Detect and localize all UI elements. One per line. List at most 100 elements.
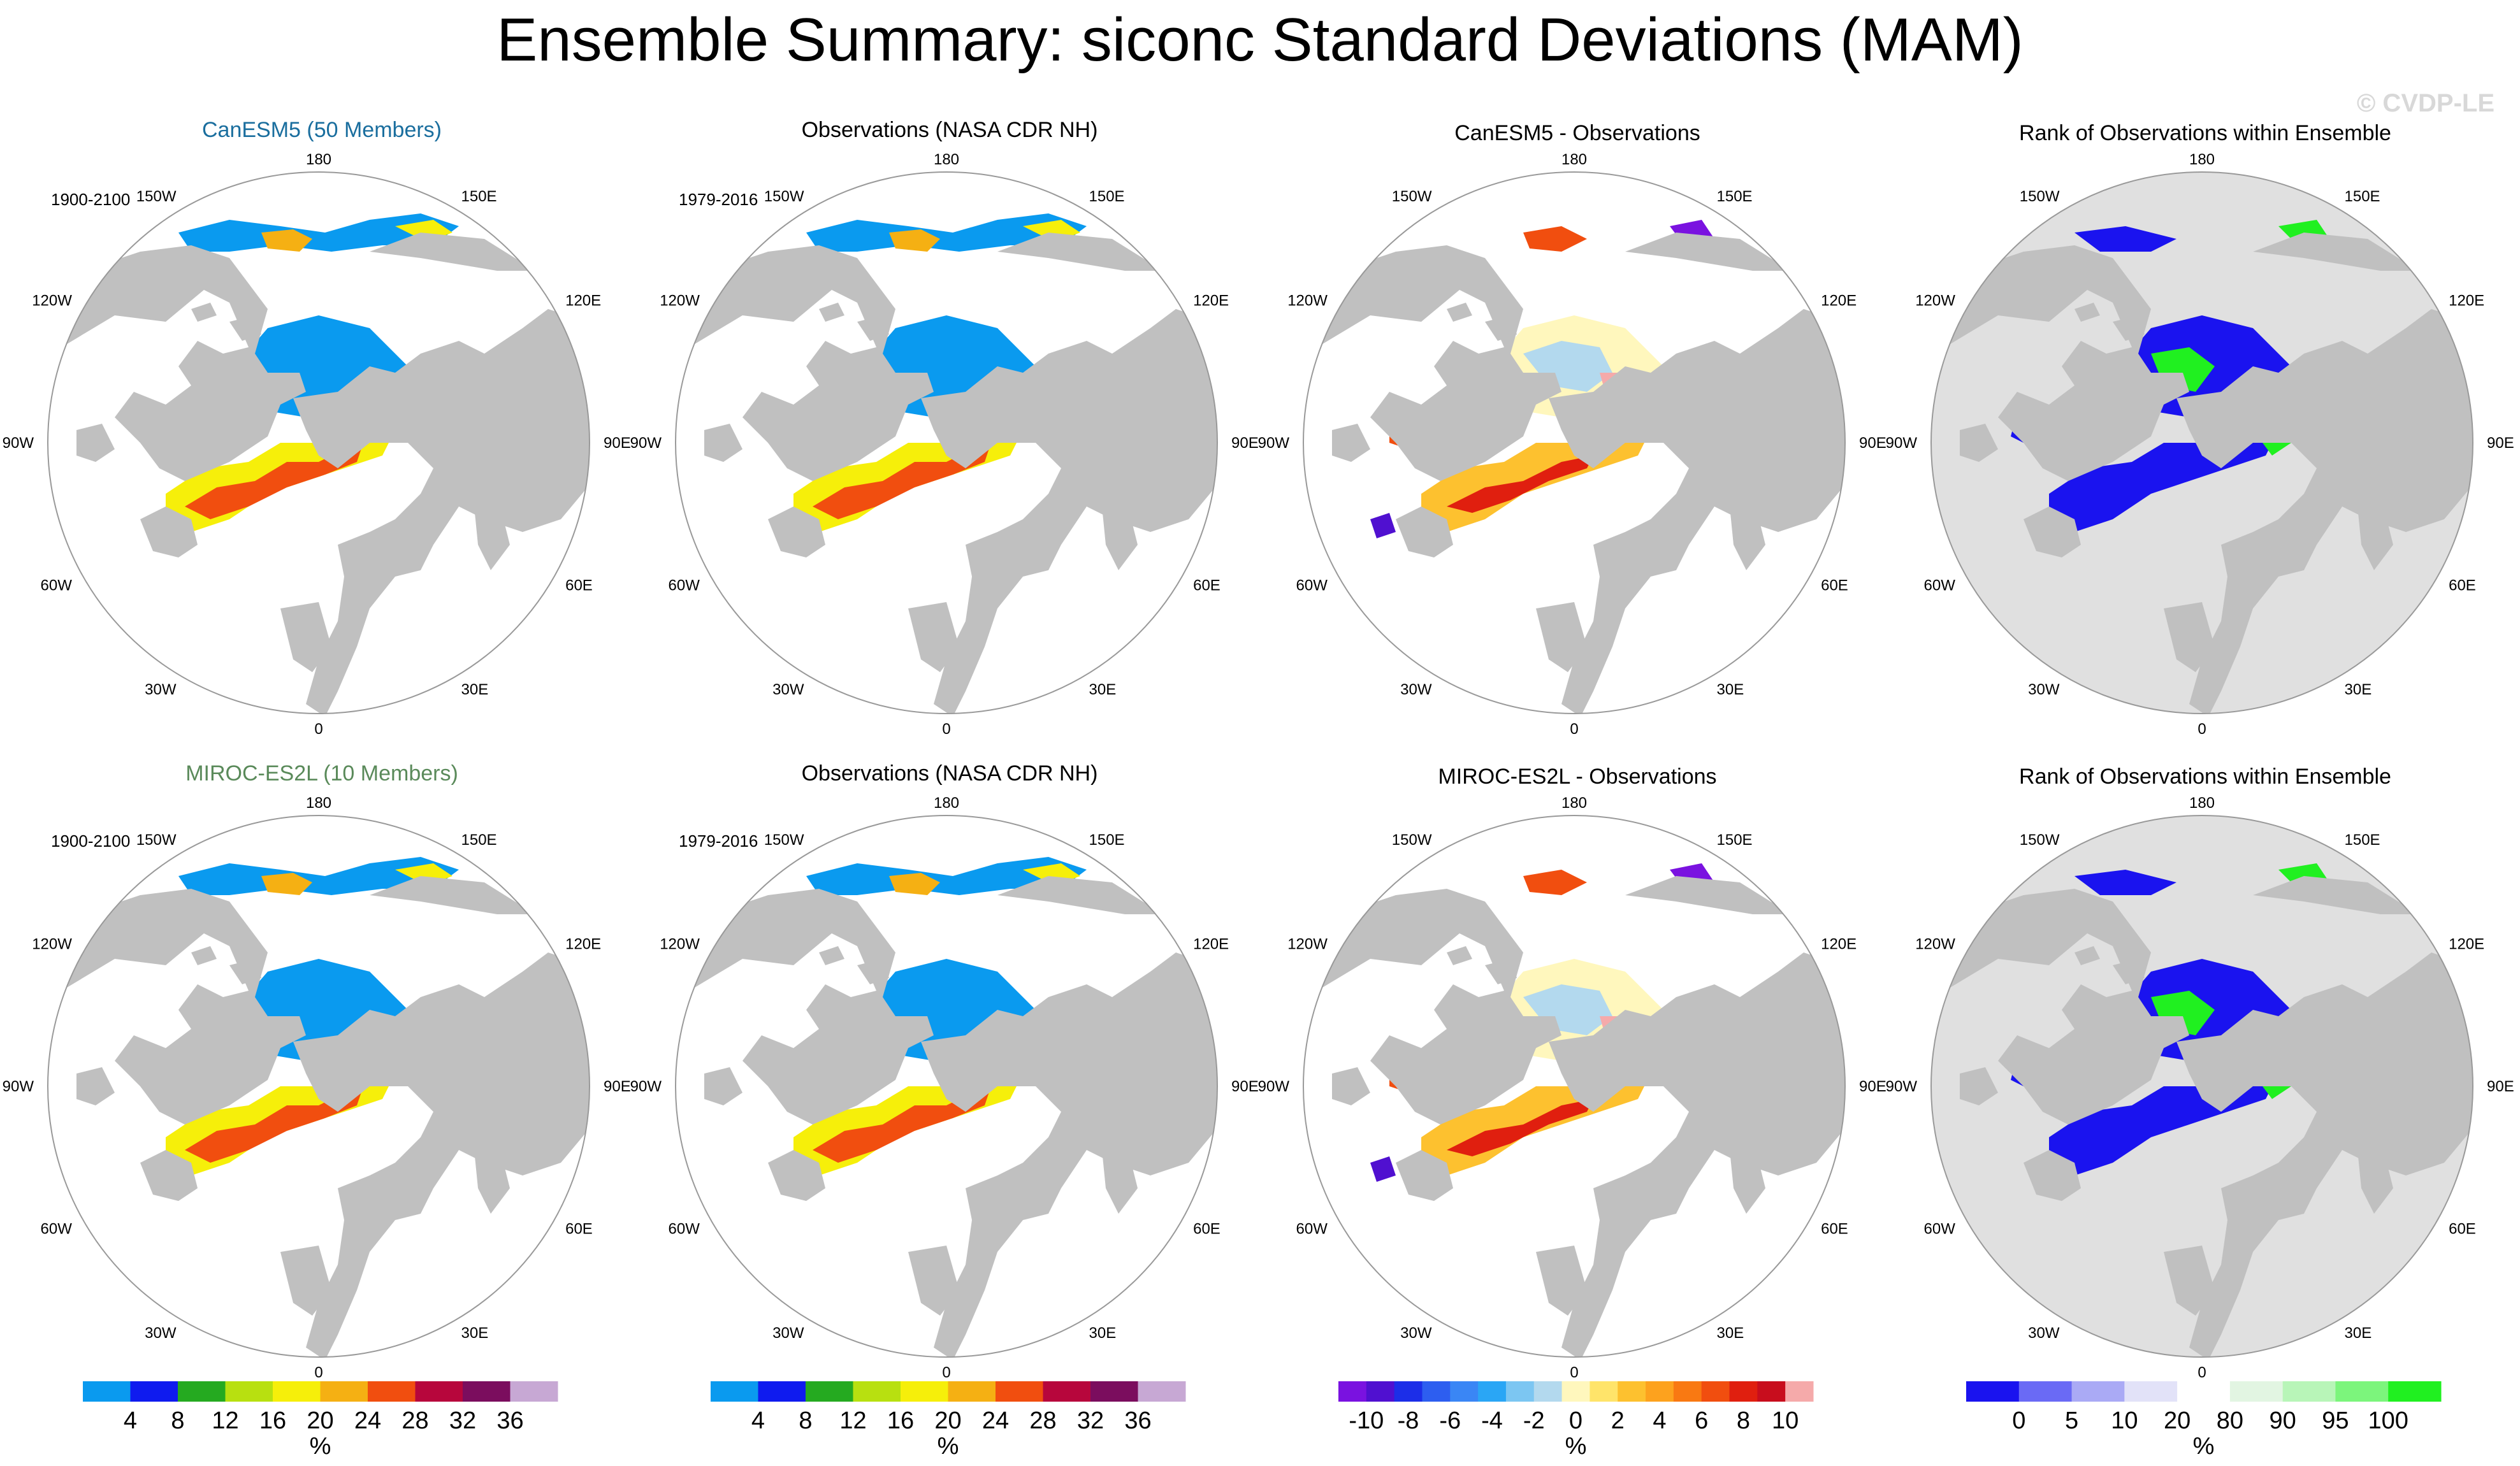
panel-title-2: Observations (NASA CDR NH) bbox=[801, 118, 1098, 142]
grid-label-5-150W: 150W bbox=[136, 831, 177, 849]
grid-label-5-60E: 60E bbox=[565, 1221, 593, 1238]
rank-colorbar-tick-5: 80 bbox=[2217, 1407, 2243, 1434]
rank-colorbar-swatch-8 bbox=[2335, 1381, 2389, 1402]
grid-label-3-90W: 90W bbox=[1258, 435, 1290, 452]
grid-label-4-0: 0 bbox=[2198, 721, 2206, 738]
ice-field-6-3 bbox=[813, 1086, 991, 1163]
grid-label-7-30E: 30E bbox=[1717, 1325, 1744, 1342]
map-border-5 bbox=[47, 815, 590, 1358]
grid-label-3-150E: 150E bbox=[1717, 188, 1753, 205]
diff-colorbar-tick-7: 2 bbox=[1611, 1407, 1625, 1434]
rank-colorbar-swatch-7 bbox=[2282, 1381, 2336, 1402]
grid-label-6-60W: 60W bbox=[669, 1221, 700, 1238]
diff-colorbar-swatch-2 bbox=[1366, 1381, 1395, 1402]
diff-colorbar-swatch-11 bbox=[1618, 1381, 1646, 1402]
grid-label-6-120W: 120W bbox=[660, 936, 700, 953]
std-colorbar-1-swatch-6 bbox=[320, 1381, 368, 1402]
diff-colorbar-tick-3: -6 bbox=[1439, 1407, 1461, 1434]
diff-colorbar-tick-5: -2 bbox=[1523, 1407, 1545, 1434]
std-colorbar-1-swatch-10 bbox=[510, 1381, 558, 1402]
grid-label-3-90E: 90E bbox=[1859, 435, 1886, 452]
grid-label-8-180: 180 bbox=[2189, 794, 2215, 812]
grid-label-8-0: 0 bbox=[2198, 1364, 2206, 1381]
grid-label-6-90E: 90E bbox=[1231, 1078, 1259, 1095]
diff-colorbar-tick-4: -4 bbox=[1481, 1407, 1503, 1434]
grid-label-2-90W: 90W bbox=[630, 435, 662, 452]
std-colorbar-2-tick-3: 12 bbox=[839, 1407, 866, 1434]
std-colorbar-2-tick-4: 16 bbox=[887, 1407, 914, 1434]
diff-colorbar: -10 -8 -6 -4 -2 0 2 4 6 8 10% bbox=[1338, 1381, 1814, 1460]
grid-label-8-30E: 30E bbox=[2345, 1325, 2372, 1342]
grid-label-8-60W: 60W bbox=[1924, 1221, 1956, 1238]
std-colorbar-1-tick-5: 20 bbox=[307, 1407, 333, 1434]
rank-colorbar-swatch-6 bbox=[2229, 1381, 2284, 1402]
grid-label-7-30W: 30W bbox=[1400, 1325, 1432, 1342]
ice-field-2-6 bbox=[889, 229, 940, 252]
grid-label-8-30W: 30W bbox=[2028, 1325, 2060, 1342]
ice-field-1-3 bbox=[185, 443, 363, 519]
ice-field-3-7 bbox=[1523, 226, 1587, 252]
diff-colorbar-tick-6: 0 bbox=[1569, 1407, 1582, 1434]
rank-colorbar-swatch-1 bbox=[1966, 1381, 2020, 1402]
grid-label-1-150E: 150E bbox=[461, 188, 497, 205]
ice-field-5-3 bbox=[185, 1086, 363, 1163]
ice-field-1-6 bbox=[261, 229, 312, 252]
grid-label-4-180: 180 bbox=[2189, 151, 2215, 168]
diff-colorbar-tick-9: 6 bbox=[1695, 1407, 1708, 1434]
rank-colorbar-swatch-3 bbox=[2071, 1381, 2125, 1402]
rank-colorbar-swatch-2 bbox=[2018, 1381, 2073, 1402]
ice-field-2-5 bbox=[806, 213, 1087, 252]
map-border-1 bbox=[47, 171, 590, 714]
diff-colorbar-swatch-15 bbox=[1729, 1381, 1758, 1402]
grid-label-6-30E: 30E bbox=[1089, 1325, 1117, 1342]
grid-label-1-90W: 90W bbox=[3, 435, 34, 452]
grid-label-2-30W: 30W bbox=[772, 681, 804, 698]
grid-label-2-150E: 150E bbox=[1089, 188, 1125, 205]
panel-title-7: MIROC-ES2L - Observations bbox=[1438, 765, 1717, 789]
std-colorbar-1-tick-1: 4 bbox=[124, 1407, 137, 1434]
rank-colorbar-swatch-9 bbox=[2388, 1381, 2442, 1402]
grid-label-3-30E: 30E bbox=[1717, 681, 1744, 698]
grid-label-7-90E: 90E bbox=[1859, 1078, 1886, 1095]
map-panel-4: 180 150E 120E 90E 60E 30E 0 30W 60W 90W 120W 150W bbox=[1886, 151, 2514, 738]
std-colorbar-1-tick-3: 12 bbox=[212, 1407, 238, 1434]
grid-label-5-150E: 150E bbox=[461, 831, 497, 849]
std-colorbar-2-tick-1: 4 bbox=[751, 1407, 765, 1434]
std-colorbar-2-swatch-5 bbox=[901, 1381, 948, 1402]
grid-label-8-90E: 90E bbox=[2487, 1078, 2514, 1095]
grid-label-5-120E: 120E bbox=[565, 936, 601, 953]
grid-label-4-60E: 60E bbox=[2449, 577, 2476, 594]
std-colorbar-2-tick-2: 8 bbox=[799, 1407, 812, 1434]
std-colorbar-1-tick-2: 8 bbox=[171, 1407, 184, 1434]
std-colorbar-2-swatch-9 bbox=[1090, 1381, 1138, 1402]
diff-colorbar-swatch-5 bbox=[1450, 1381, 1479, 1402]
ice-field-3-9 bbox=[1370, 513, 1396, 538]
grid-label-5-120W: 120W bbox=[32, 936, 72, 953]
grid-label-2-90E: 90E bbox=[1231, 435, 1259, 452]
grid-label-2-120W: 120W bbox=[660, 292, 700, 310]
diff-colorbar-swatch-12 bbox=[1646, 1381, 1674, 1402]
std-colorbar-2-swatch-6 bbox=[948, 1381, 996, 1402]
std-colorbar-1-swatch-9 bbox=[463, 1381, 511, 1402]
grid-label-2-30E: 30E bbox=[1089, 681, 1117, 698]
ice-field-3-5 bbox=[1447, 456, 1593, 513]
map-border-4 bbox=[1930, 171, 2473, 714]
grid-label-3-30W: 30W bbox=[1400, 681, 1432, 698]
std-colorbar-1-tick-9: 36 bbox=[496, 1407, 523, 1434]
grid-label-4-150W: 150W bbox=[2020, 188, 2060, 205]
diff-colorbar-tick-11: 10 bbox=[1772, 1407, 1799, 1434]
grid-label-3-60W: 60W bbox=[1296, 577, 1328, 594]
diff-colorbar-unit: % bbox=[1565, 1433, 1587, 1460]
std-colorbar-2-swatch-3 bbox=[806, 1381, 853, 1402]
map-border-3 bbox=[1303, 171, 1846, 714]
grid-label-5-90W: 90W bbox=[3, 1078, 34, 1095]
ice-field-5-6 bbox=[261, 873, 312, 895]
std-colorbar-1-unit: % bbox=[310, 1433, 331, 1460]
grid-label-3-120E: 120E bbox=[1821, 292, 1857, 310]
diff-colorbar-swatch-14 bbox=[1701, 1381, 1730, 1402]
rank-colorbar-tick-4: 20 bbox=[2164, 1407, 2191, 1434]
panel-title-6: Observations (NASA CDR NH) bbox=[801, 761, 1098, 786]
grid-label-3-0: 0 bbox=[1570, 721, 1578, 738]
ice-field-2-3 bbox=[813, 443, 991, 519]
map-border-6 bbox=[675, 815, 1218, 1358]
